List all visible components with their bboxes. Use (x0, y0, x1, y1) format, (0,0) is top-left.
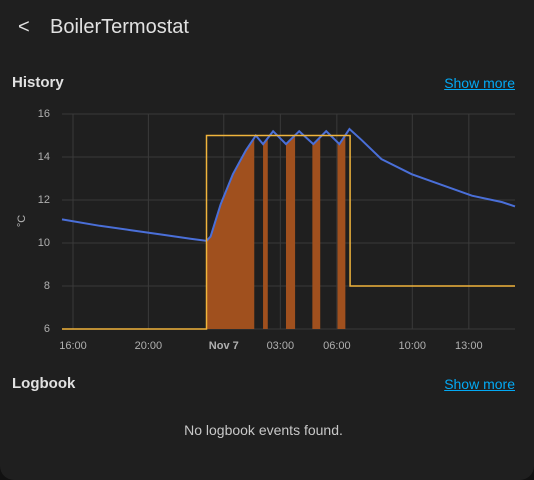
dialog-title: BoilerTermostat (50, 16, 189, 38)
show-more-link[interactable]: Show more (444, 75, 515, 91)
x-tick-label: 13:00 (455, 340, 483, 352)
y-tick-label: 16 (38, 108, 50, 120)
section-title: Logbook (12, 375, 76, 392)
y-tick-label: 14 (38, 151, 50, 163)
heating-period (285, 129, 296, 329)
history-chart: 6 8 10 12 14 16 16:00 20:00 Nov 7 03:00 06:00 10:00… (16, 108, 516, 352)
y-tick-label: 12 (38, 194, 50, 206)
x-tick-label: 20:00 (135, 340, 163, 352)
series-line (61, 127, 516, 242)
series-line (62, 134, 515, 330)
x-tick-label: Nov 7 (209, 340, 239, 352)
x-tick-label: 03:00 (267, 340, 295, 352)
heating-period (337, 129, 346, 329)
y-tick-label: 8 (44, 280, 50, 292)
back-button[interactable]: < (18, 16, 30, 38)
heating-period (206, 129, 255, 329)
heating-period (263, 129, 268, 329)
y-tick-label: 6 (44, 323, 50, 335)
x-tick-label: 16:00 (59, 340, 87, 352)
y-axis-label: °C (16, 215, 28, 227)
heating-period (312, 129, 321, 329)
empty-message: No logbook events found. (184, 422, 343, 438)
section-title: History (12, 74, 64, 91)
x-tick-label: 06:00 (323, 340, 351, 352)
y-tick-label: 10 (38, 237, 50, 249)
x-tick-label: 10:00 (399, 340, 427, 352)
show-more-link[interactable]: Show more (444, 376, 515, 392)
